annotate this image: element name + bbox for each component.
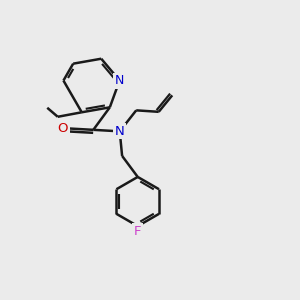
Text: O: O [58, 122, 68, 135]
Text: F: F [134, 225, 142, 238]
Text: N: N [115, 74, 124, 87]
Text: N: N [115, 125, 124, 138]
